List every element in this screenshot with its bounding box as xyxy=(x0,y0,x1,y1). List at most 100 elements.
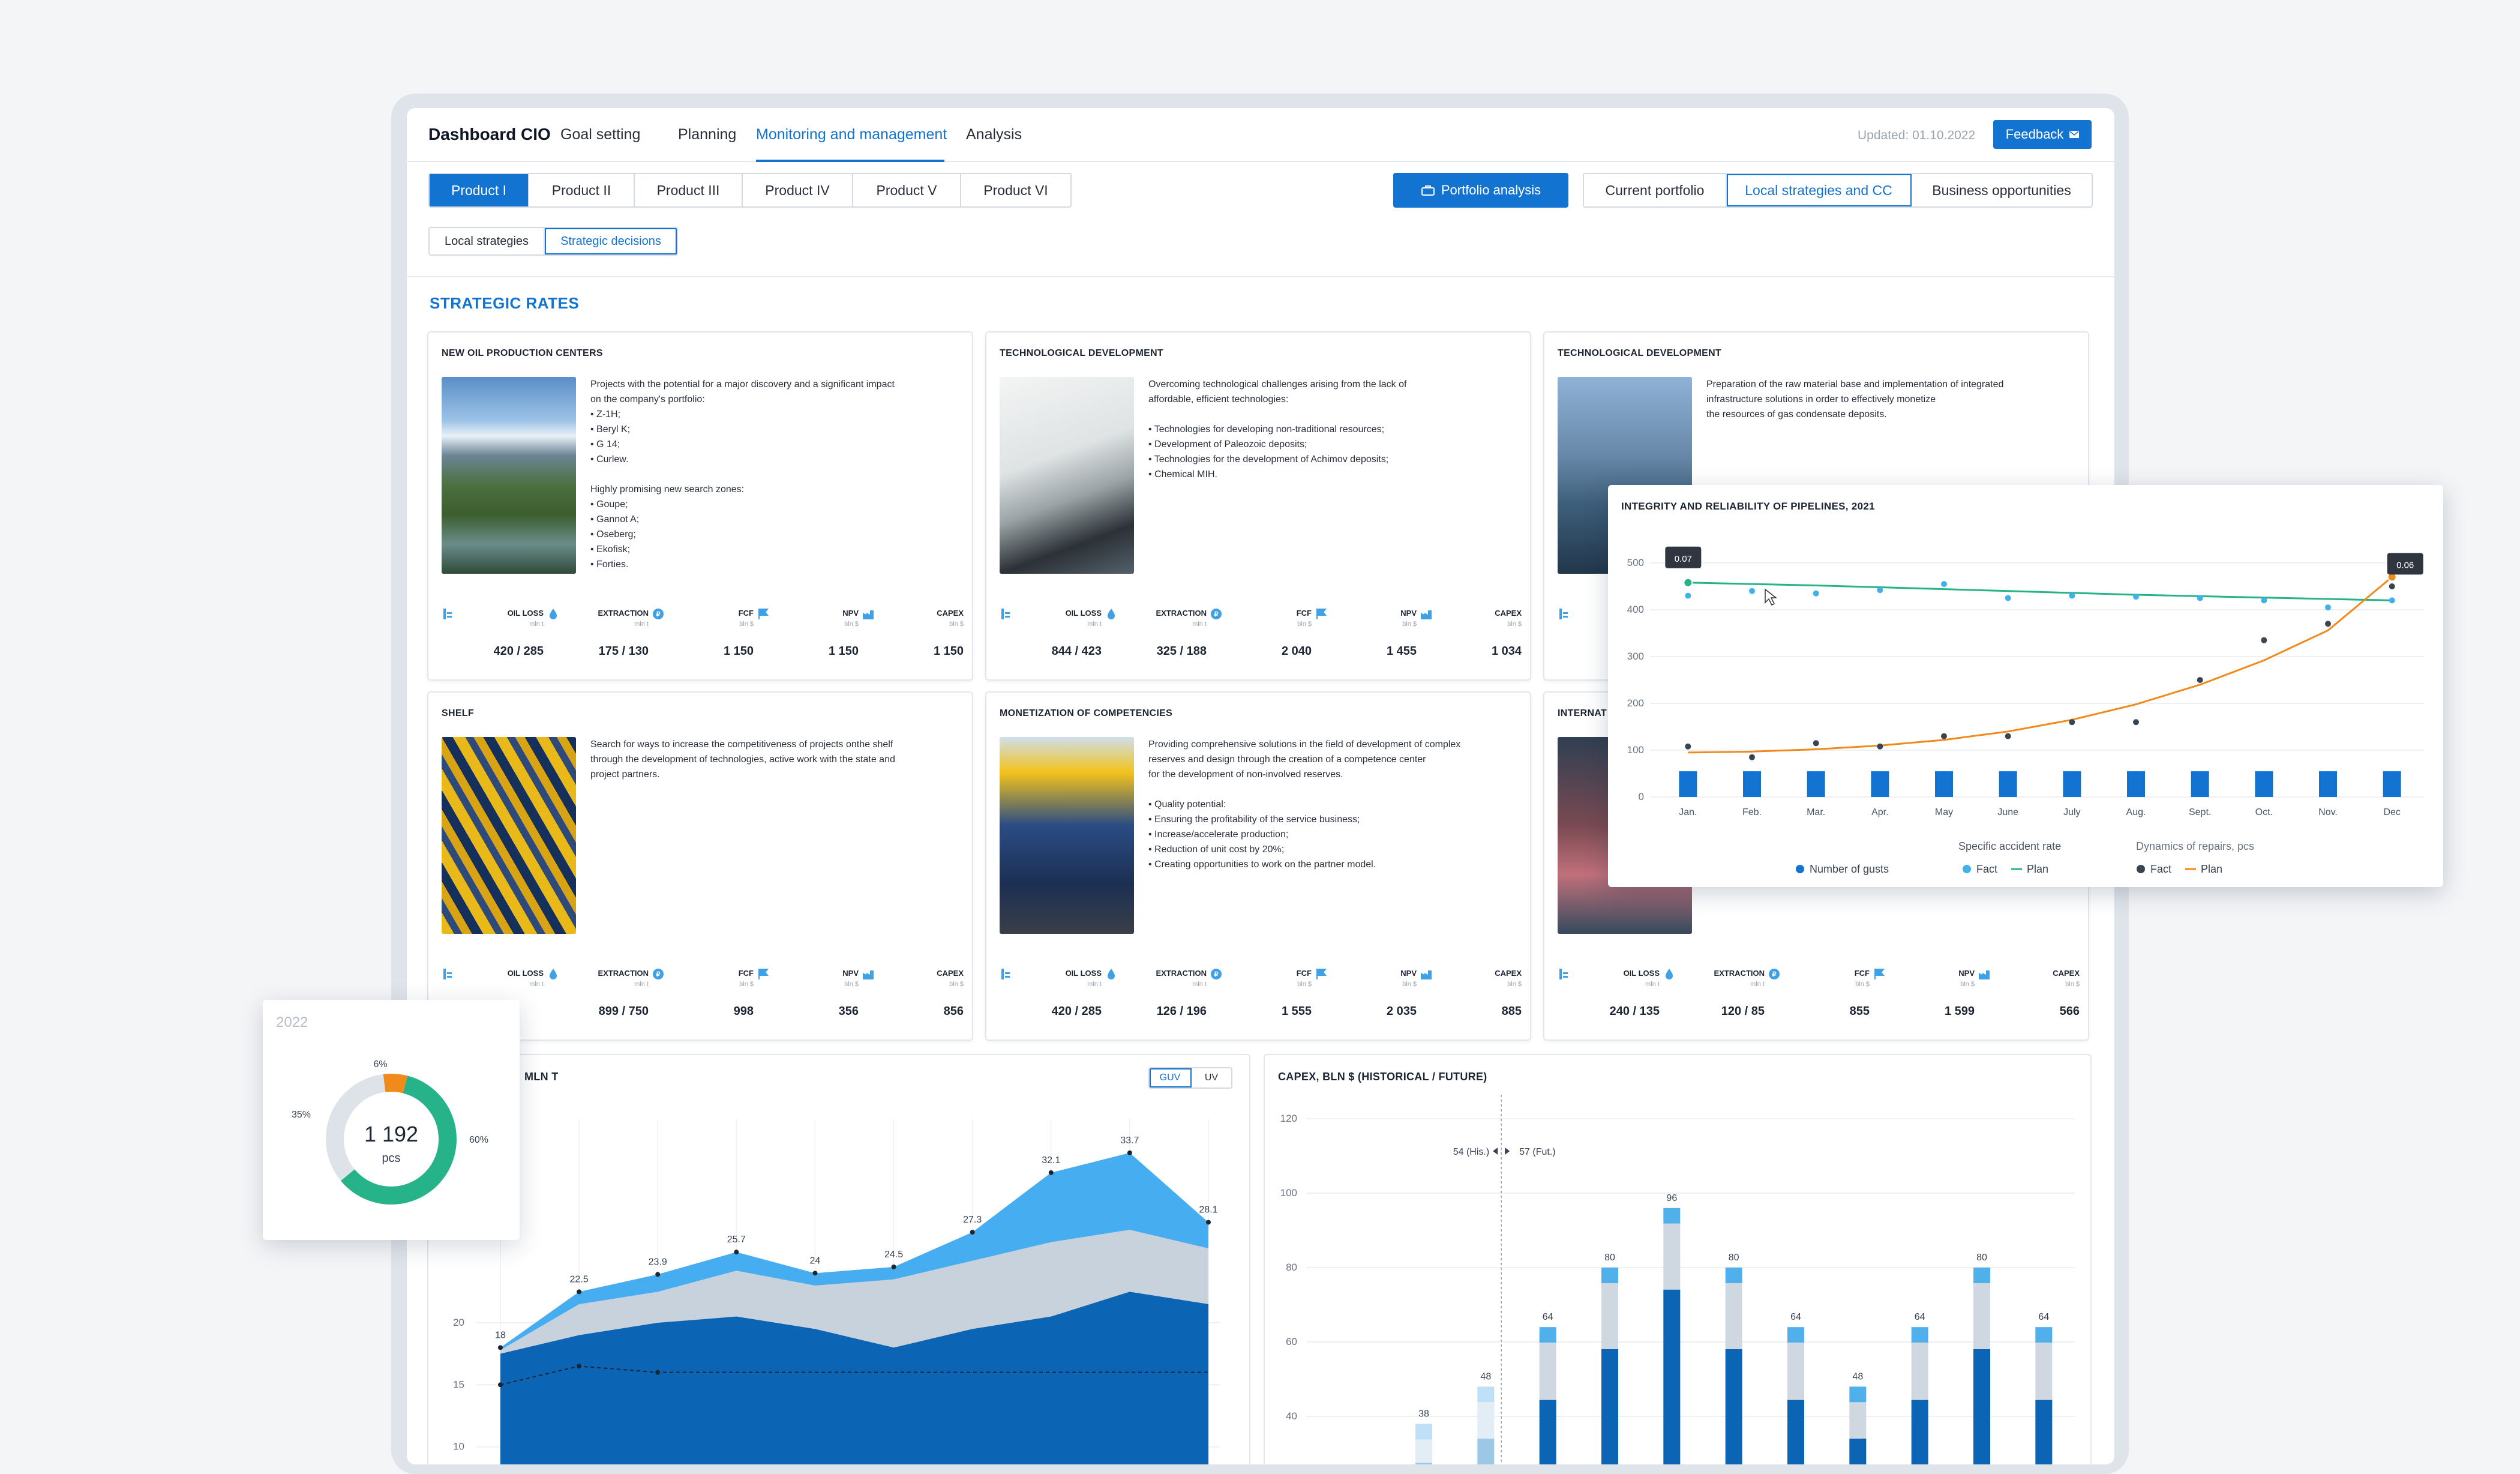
y-tick-label: 0 xyxy=(1639,791,1644,802)
x-tick-label: Oct. xyxy=(2255,807,2273,817)
metric-value: 1 150 xyxy=(828,645,859,658)
tab-local-strategies-cc[interactable]: Local strategies and CC xyxy=(1727,174,1912,206)
metric-label: CAPEX xyxy=(937,969,964,978)
donut-card: 2022 1 192 pcs 6% 35% 60% xyxy=(263,1000,520,1240)
metric-value: 420 / 285 xyxy=(1051,1005,1102,1018)
capex-bar-mid xyxy=(1849,1402,1867,1439)
factory-icon xyxy=(863,610,874,619)
metric-value: 1 599 xyxy=(1944,1005,1975,1018)
drop-icon xyxy=(1108,969,1115,979)
tab-business-opportunities[interactable]: Business opportunities xyxy=(1932,182,2071,198)
strategy-card[interactable]: SHELF Search for ways to increase the co… xyxy=(427,691,973,1041)
factory-icon xyxy=(1421,970,1432,979)
x-tick-label: Nov. xyxy=(2318,807,2338,817)
metric-fcf: ₽ FCF bln $ 1 555 xyxy=(1210,967,1312,1033)
metric-oil-loss: OIL LOSS mln t 844 / 423 xyxy=(1000,607,1102,673)
mail-icon xyxy=(2069,131,2080,138)
y-tick-label: 100 xyxy=(1627,744,1644,756)
fact-point xyxy=(2325,604,2331,611)
tab-product-1[interactable]: Product I xyxy=(430,174,529,206)
bar-value-label: 80 xyxy=(1976,1253,1987,1263)
y-tick-label: 20 xyxy=(453,1317,464,1328)
metric-unit: mln t xyxy=(1087,981,1102,988)
updated-date: Updated: 01.10.2022 xyxy=(1858,128,1976,142)
portfolio-analysis-label: Portfolio analysis xyxy=(1441,182,1541,197)
metric-label: OIL LOSS xyxy=(507,969,544,978)
nav-goal-setting[interactable]: Goal setting xyxy=(560,126,641,143)
metric-label: OIL LOSS xyxy=(1065,969,1102,978)
data-label: 32.1 xyxy=(1042,1155,1060,1166)
metric-capex: CAPEX bln $ 1 034 xyxy=(1420,607,1522,673)
tab-product-2[interactable]: Product II xyxy=(529,174,635,206)
tooltip-right: 0.06 xyxy=(2387,553,2423,575)
tab-local-strategies[interactable]: Local strategies xyxy=(430,228,545,254)
strategy-card[interactable]: TECHNOLOGICAL DEVELOPMENT Overcoming tec… xyxy=(985,331,1531,681)
card-metrics: OIL LOSS mln t EXTRACTION mln t 899 / 75… xyxy=(442,967,964,1033)
card-metrics: OIL LOSS mln t 844 / 423 EXTRACTION mln … xyxy=(1000,607,1522,673)
metric-capex: CAPEX bln $ 856 xyxy=(862,967,964,1033)
oil-rig-icon xyxy=(1001,969,1010,979)
fact-point xyxy=(1941,733,1947,739)
metric-npv: NPV bln $ 356 xyxy=(757,967,859,1033)
metric-npv: NPV bln $ 2 035 xyxy=(1315,967,1417,1033)
tab-strategic-decisions[interactable]: Strategic decisions xyxy=(545,228,677,254)
x-tick-label: Feb. xyxy=(1742,807,1762,817)
metric-value: 356 xyxy=(838,1005,859,1018)
feedback-button[interactable]: Feedback xyxy=(1993,120,2092,149)
tab-product-6[interactable]: Product VI xyxy=(983,182,1048,198)
strategy-card[interactable]: NEW OIL PRODUCTION CENTERS Projects with… xyxy=(427,331,973,681)
capex-bar-top xyxy=(1911,1327,1928,1343)
plan-start-marker xyxy=(1683,577,1693,588)
data-label: 24.5 xyxy=(884,1250,903,1260)
metric-extraction: EXTRACTION mln t 175 / 130 xyxy=(547,607,649,673)
tooltip-box xyxy=(2387,553,2423,575)
legend-swatch xyxy=(2137,865,2145,873)
nav-analysis[interactable]: Analysis xyxy=(966,126,1022,143)
metric-unit: bln $ xyxy=(1402,621,1417,628)
metric-label: FCF xyxy=(1296,969,1312,978)
toggle-uv[interactable]: UV xyxy=(1204,1072,1219,1083)
drop-icon xyxy=(1666,969,1673,979)
tab-product-5[interactable]: Product V xyxy=(853,174,961,206)
x-tick-label: June xyxy=(1997,807,2018,817)
x-tick-label: May xyxy=(1935,807,1953,817)
metric-value: 120 / 85 xyxy=(1721,1005,1765,1018)
card-metrics: OIL LOSS mln t 420 / 285 EXTRACTION mln … xyxy=(442,607,964,673)
gust-bar xyxy=(1935,771,1953,797)
capex-bar-base xyxy=(1849,1439,1867,1464)
nav-monitoring[interactable]: Monitoring and management xyxy=(756,126,947,143)
metric-label: NPV xyxy=(1400,969,1417,978)
svg-text:₽: ₽ xyxy=(1214,971,1219,978)
capex-bar-top xyxy=(1415,1424,1432,1440)
svg-text:₽: ₽ xyxy=(1214,611,1219,618)
bar-value-label: 48 xyxy=(1480,1371,1491,1382)
gust-bar xyxy=(1871,771,1889,797)
portfolio-tabs: Current portfolio Local strategies and C… xyxy=(1583,173,2093,208)
metric-unit: bln $ xyxy=(1297,981,1312,988)
coin-icon: ₽ xyxy=(1211,969,1222,979)
metric-value: 566 xyxy=(2059,1005,2080,1018)
metric-value: 325 / 188 xyxy=(1156,645,1207,658)
capex-bar-top xyxy=(1787,1327,1804,1343)
feedback-label: Feedback xyxy=(2005,127,2064,142)
y-tick-label: 100 xyxy=(1280,1187,1297,1199)
fact-point xyxy=(2389,597,2395,604)
capex-bar-mid xyxy=(1973,1283,1990,1349)
extraction-title: MLN T xyxy=(524,1071,559,1083)
tab-product-4[interactable]: Product IV xyxy=(743,174,853,206)
tab-product-3[interactable]: Product III xyxy=(635,174,743,206)
capex-bar-top xyxy=(1663,1208,1681,1224)
x-tick-label: Mar. xyxy=(1807,807,1825,817)
capex-bar-mid xyxy=(1725,1283,1742,1349)
nav-planning[interactable]: Planning xyxy=(678,126,737,143)
portfolio-analysis-button[interactable]: Portfolio analysis xyxy=(1393,173,1568,208)
strategy-card[interactable]: MONETIZATION OF COMPETENCIES Providing c… xyxy=(985,691,1531,1041)
metric-unit: bln $ xyxy=(1855,981,1870,988)
his-label: 54 (His.) xyxy=(1453,1147,1489,1157)
bar-value-label: 38 xyxy=(1418,1409,1429,1419)
toggle-guv[interactable]: GUV xyxy=(1150,1068,1192,1087)
card-image xyxy=(442,737,576,934)
svg-text:₽: ₽ xyxy=(656,611,661,618)
tab-current-portfolio[interactable]: Current portfolio xyxy=(1584,174,1727,206)
metric-value: 126 / 196 xyxy=(1156,1005,1207,1018)
